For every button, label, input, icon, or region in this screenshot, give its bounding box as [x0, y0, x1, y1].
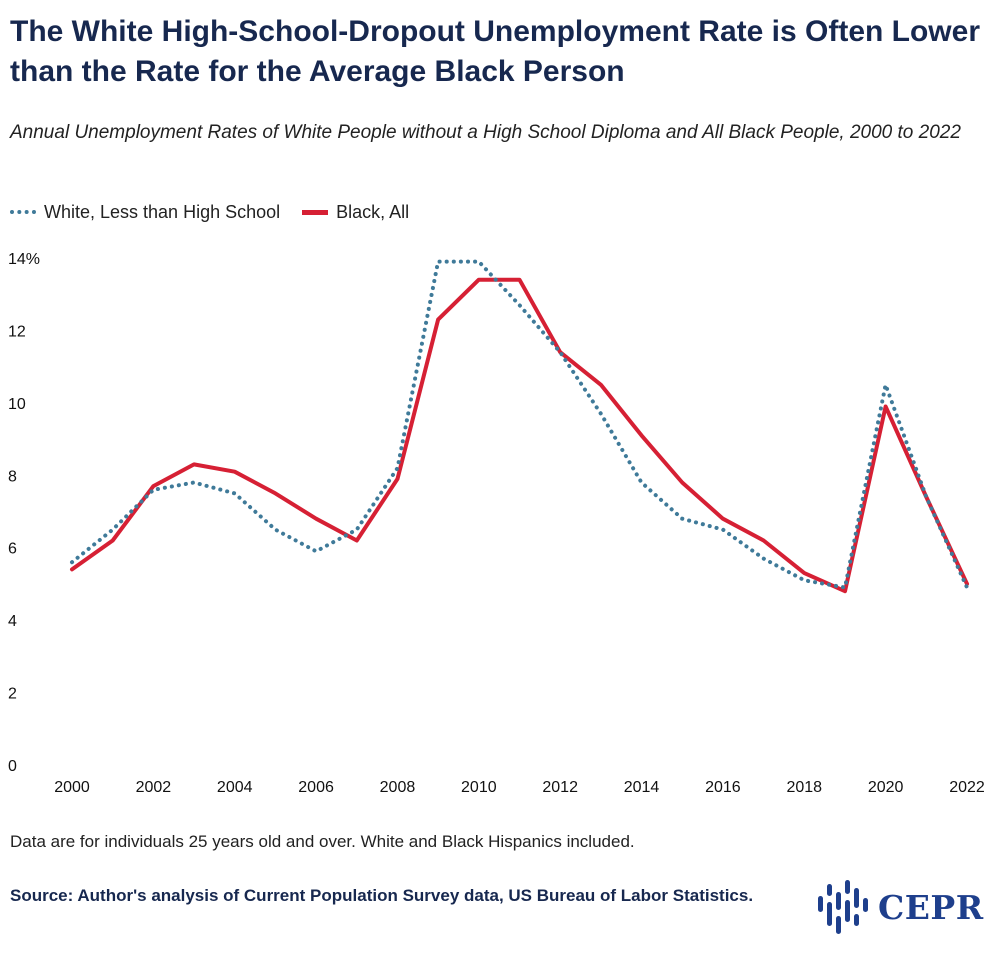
legend-swatch-solid	[302, 209, 329, 215]
x-tick-label: 2020	[868, 779, 904, 796]
y-axis: 0 2 4 6 8 10 12 14%	[8, 251, 40, 775]
x-tick-label: 2016	[705, 779, 741, 796]
x-tick-label: 2010	[461, 779, 497, 796]
cepr-logo-mark-icon	[818, 880, 868, 934]
x-tick-label: 2000	[54, 779, 90, 796]
cepr-logo: CEPR	[816, 876, 991, 938]
x-tick-label: 2002	[136, 779, 172, 796]
y-tick-label: 6	[8, 541, 17, 558]
chart-subtitle: Annual Unemployment Rates of White Peopl…	[10, 122, 961, 143]
data-note: Data are for individuals 25 years old an…	[10, 832, 635, 851]
series-lines	[70, 259, 969, 594]
legend-swatch-dotted	[10, 210, 36, 214]
legend: White, Less than High School Black, All	[10, 199, 431, 225]
y-tick-label: 4	[8, 613, 17, 630]
x-tick-label: 2014	[624, 779, 660, 796]
y-tick-label: 10	[8, 396, 26, 413]
y-tick-label: 2	[8, 686, 17, 703]
x-tick-label: 2008	[380, 779, 416, 796]
chart-title: The White High-School-Dropout Unemployme…	[10, 15, 981, 88]
y-tick-label: 12	[8, 323, 26, 340]
series-line-white-less-than-high-school	[70, 259, 969, 590]
y-tick-label: 0	[8, 758, 17, 775]
cepr-logo-text: CEPR	[878, 887, 984, 927]
x-axis: 2000 2002 2004 2006 2008 2010 2012 2014 2016 2018…	[54, 779, 985, 796]
legend-label-white: White, Less than High School	[44, 201, 281, 222]
x-tick-label: 2006	[298, 779, 334, 796]
x-tick-label: 2004	[217, 779, 253, 796]
series-line-black-all	[70, 277, 969, 594]
y-tick-label: 14%	[8, 251, 40, 268]
x-tick-label: 2012	[542, 779, 578, 796]
source-note: Source: Author's analysis of Current Pop…	[10, 886, 754, 905]
line-chart: 0 2 4 6 8 10 12 14% 2000 2002 2004 2006 2008 2010 201…	[8, 251, 985, 796]
x-tick-label: 2022	[949, 779, 985, 796]
legend-label-black: Black, All	[336, 201, 410, 222]
legend-item-black: Black, All	[302, 202, 409, 223]
y-tick-label: 8	[8, 468, 17, 485]
x-tick-label: 2018	[786, 779, 822, 796]
legend-item-white: White, Less than High School	[10, 202, 280, 223]
